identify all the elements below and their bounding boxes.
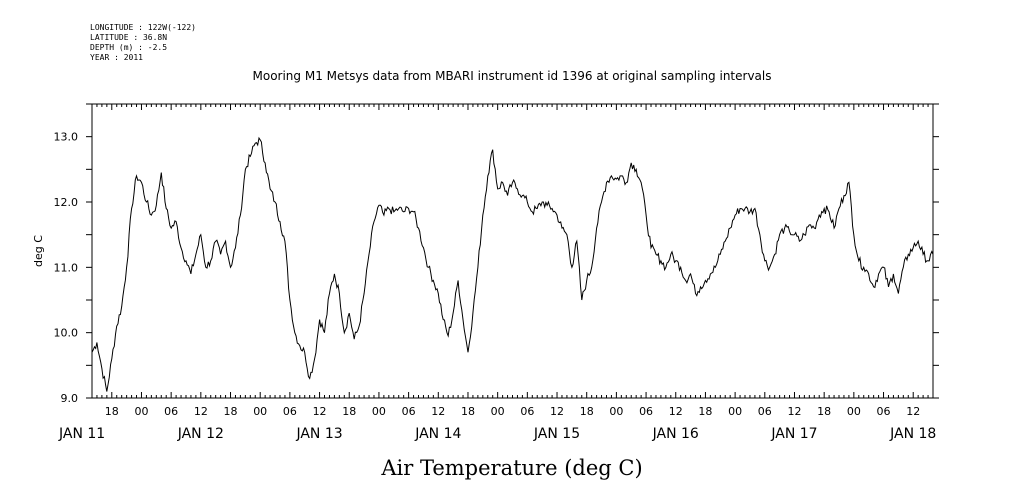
- y-tick-label: 11.0: [54, 261, 79, 274]
- x-tick-label: 18: [461, 405, 475, 418]
- x-day-label: JAN 12: [177, 426, 224, 442]
- x-tick-label: 00: [134, 405, 148, 418]
- x-tick-label: 12: [787, 405, 801, 418]
- x-tick-label: 12: [550, 405, 564, 418]
- x-tick-label: 18: [224, 405, 238, 418]
- chart-title: Mooring M1 Metsys data from MBARI instru…: [253, 69, 772, 83]
- x-tick-label: 06: [758, 405, 772, 418]
- x-day-label: JAN 14: [414, 426, 461, 442]
- x-tick-label: 06: [639, 405, 653, 418]
- x-day-label: JAN 13: [295, 426, 342, 442]
- x-tick-label: 18: [698, 405, 712, 418]
- x-tick-label: 18: [342, 405, 356, 418]
- y-tick-label: 13.0: [54, 131, 79, 144]
- header-depth: DEPTH (m) : -2.5: [90, 43, 167, 52]
- plot-area: [91, 136, 934, 392]
- series-line-0: [91, 136, 934, 392]
- x-tick-label: 12: [194, 405, 208, 418]
- x-tick-label: 00: [728, 405, 742, 418]
- x-tick-label: 06: [877, 405, 891, 418]
- x-tick-label: 06: [164, 405, 178, 418]
- x-tick-label: 12: [313, 405, 327, 418]
- y-axis-label: deg C: [32, 235, 45, 267]
- x-tick-label: 12: [906, 405, 920, 418]
- x-tick-label: 12: [669, 405, 683, 418]
- x-tick-label: 18: [580, 405, 594, 418]
- x-tick-label: 00: [609, 405, 623, 418]
- x-day-label: JAN 16: [652, 426, 699, 442]
- x-day-label: JAN 11: [58, 426, 105, 442]
- x-day-label: JAN 18: [889, 426, 936, 442]
- x-day-label: JAN 17: [770, 426, 817, 442]
- x-tick-label: 06: [520, 405, 534, 418]
- x-day-label: JAN 15: [533, 426, 580, 442]
- x-tick-label: 06: [402, 405, 416, 418]
- header-longitude: LONGITUDE : 122W(-122): [90, 23, 196, 32]
- y-tick-label: 10.0: [54, 327, 79, 340]
- axes-group: 18 00 06 12 18 00 06 12 18 00 06 12 18 00 06 12 18 00 06 12…: [54, 103, 939, 442]
- header-latitude: LATITUDE : 36.8N: [90, 33, 167, 42]
- x-tick-label: 18: [105, 405, 119, 418]
- y-tick-label: 9.0: [61, 392, 79, 405]
- header-year: YEAR : 2011: [90, 53, 143, 62]
- x-tick-label: 00: [253, 405, 267, 418]
- x-tick-label: 00: [847, 405, 861, 418]
- x-tick-label: 06: [283, 405, 297, 418]
- x-tick-label: 18: [817, 405, 831, 418]
- y-tick-label: 12.0: [54, 196, 79, 209]
- x-tick-label: 00: [372, 405, 386, 418]
- plot-frame: [91, 103, 934, 399]
- x-tick-label: 00: [491, 405, 505, 418]
- metadata-header: LONGITUDE : 122W(-122) LATITUDE : 36.8N …: [90, 23, 196, 62]
- x-axis-label: Air Temperature (deg C): [380, 456, 642, 480]
- x-tick-label: 12: [431, 405, 445, 418]
